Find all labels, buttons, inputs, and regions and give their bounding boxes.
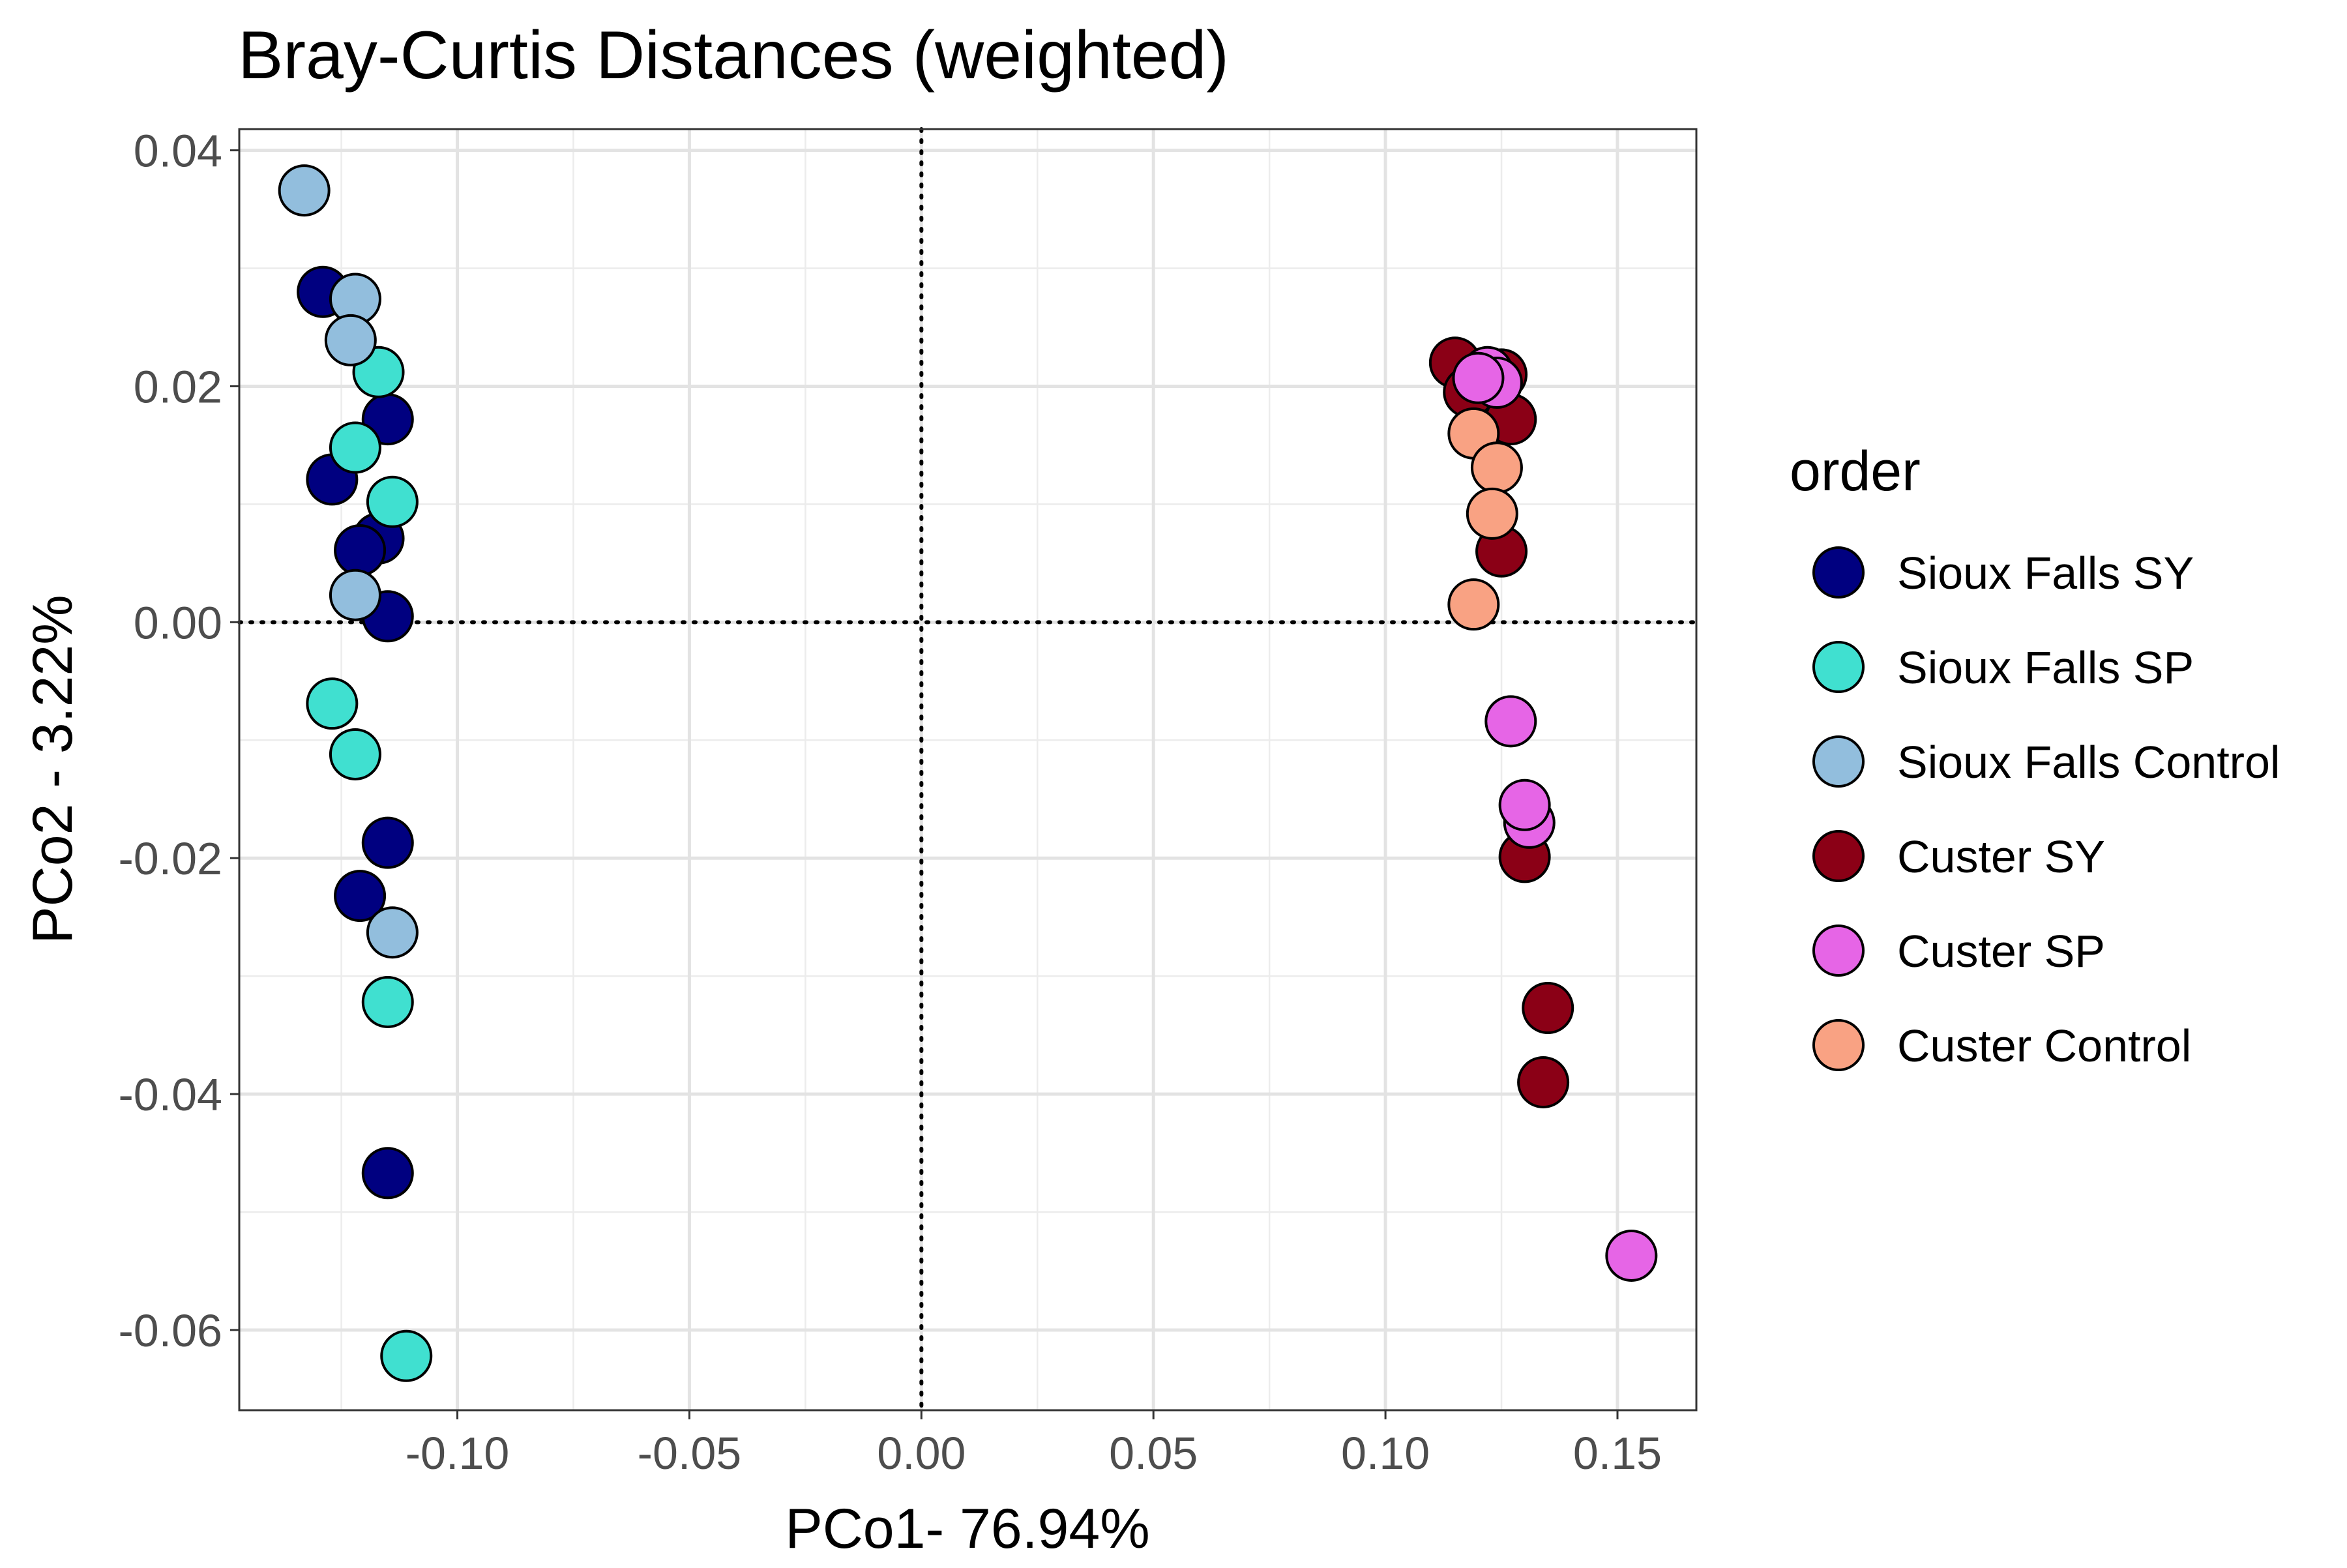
data-point <box>1517 1056 1570 1108</box>
data-point <box>334 524 387 576</box>
legend-key <box>1812 546 1865 599</box>
x-tick-label: -0.10 <box>406 1428 510 1479</box>
x-tick-label: 0.15 <box>1573 1428 1662 1479</box>
y-axis-label: PCo2 - 3.22% <box>22 595 84 943</box>
legend-key <box>1812 1019 1865 1071</box>
data-point <box>1605 1229 1658 1282</box>
series-sioux-falls-sp <box>306 346 433 1382</box>
data-point <box>278 164 331 217</box>
x-tick-label: 0.05 <box>1109 1428 1198 1479</box>
legend-key <box>1812 925 1865 977</box>
chart-title: Bray-Curtis Distances (weighted) <box>238 18 1229 93</box>
data-point <box>306 677 359 730</box>
series-sioux-falls-sy <box>297 265 414 1200</box>
data-point <box>1466 487 1518 540</box>
x-tick-label: 0.10 <box>1341 1428 1430 1479</box>
legend-key <box>1812 830 1865 882</box>
data-point <box>329 728 381 780</box>
data-point <box>329 421 381 474</box>
legend-label: Sioux Falls Control <box>1897 737 2280 788</box>
y-tick-label: 0.02 <box>134 361 222 412</box>
points-layer <box>278 164 1658 1382</box>
reference-lines <box>237 127 1698 1412</box>
axis-layer: -0.10 -0.05 0.00 0.05 0.10 0.15 0.04 0.02 0.00 -0… <box>118 126 1662 1479</box>
data-point <box>361 816 414 869</box>
legend-label: Custer SP <box>1897 926 2105 977</box>
y-tick-label: -0.06 <box>118 1305 222 1356</box>
y-tick-label: -0.02 <box>118 833 222 884</box>
data-point <box>1498 778 1551 831</box>
data-point <box>366 906 419 959</box>
legend-key <box>1812 641 1865 693</box>
data-point <box>1522 981 1574 1034</box>
data-point <box>1452 351 1505 404</box>
legend-label: Custer Control <box>1897 1020 2191 1071</box>
data-point <box>324 314 377 366</box>
data-point <box>1484 695 1537 748</box>
data-point <box>361 1147 414 1200</box>
x-tick-label: -0.05 <box>638 1428 742 1479</box>
legend-items: Sioux Falls SY Sioux Falls SP Sioux Falls … <box>1812 546 2280 1071</box>
y-tick-label: 0.04 <box>134 126 222 177</box>
legend-title: order <box>1790 440 1921 503</box>
legend-label: Custer SY <box>1897 831 2105 882</box>
plot-panel-border <box>238 128 1698 1412</box>
data-point <box>361 975 414 1028</box>
legend-label: Sioux Falls SP <box>1897 642 2194 693</box>
data-point <box>380 1329 433 1382</box>
x-tick-label: 0.00 <box>877 1428 966 1479</box>
data-point <box>334 870 387 923</box>
data-point <box>329 569 381 621</box>
x-axis-label: PCo1- 76.94% <box>785 1498 1149 1560</box>
series-custer-control <box>1447 407 1523 631</box>
series-sioux-falls-control <box>278 164 419 959</box>
data-point <box>1447 578 1500 631</box>
y-tick-label: 0.00 <box>134 597 222 648</box>
y-tick-label: -0.04 <box>118 1069 222 1120</box>
series-custer-sp <box>1452 346 1658 1282</box>
legend-label: Sioux Falls SY <box>1897 548 2194 599</box>
legend-key <box>1812 735 1865 788</box>
data-point <box>366 475 419 528</box>
data-point <box>1470 441 1523 494</box>
